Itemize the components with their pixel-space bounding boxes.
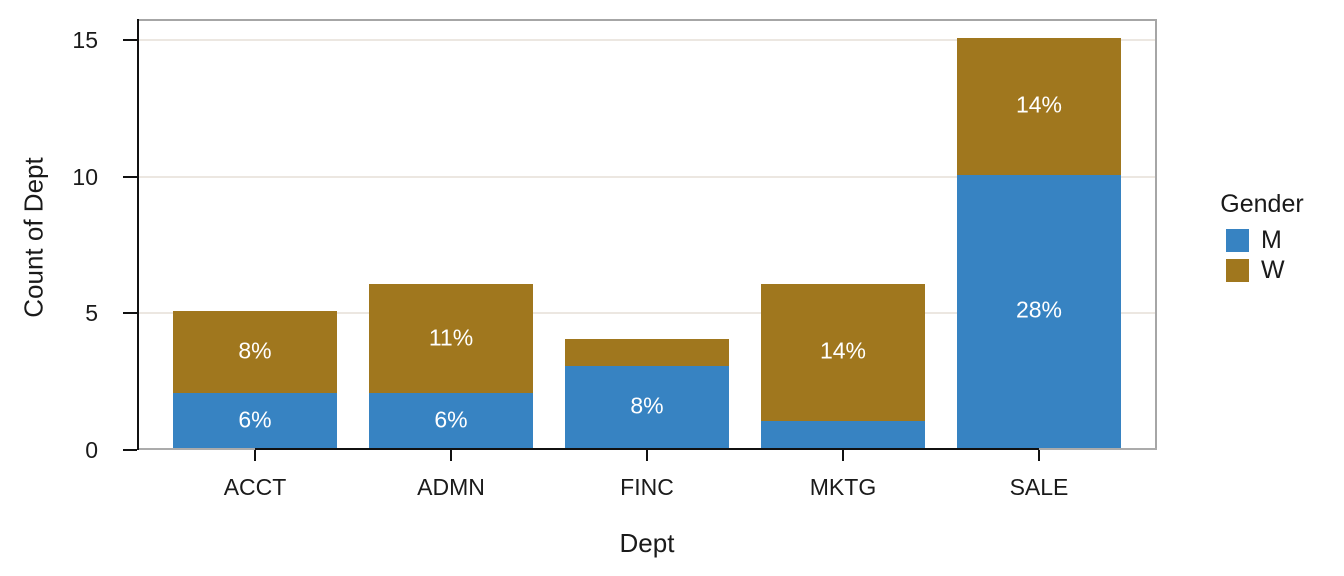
legend-item-M: M	[1226, 226, 1312, 254]
gridline-5	[137, 312, 1157, 315]
x-tick-label-SALE: SALE	[1009, 474, 1069, 500]
legend-swatch-M	[1226, 229, 1249, 252]
bar-label-FINC-M: 8%	[630, 392, 664, 419]
x-tick-ACCT	[254, 450, 256, 461]
bar-segment-FINC-M: 8%	[565, 366, 729, 448]
x-tick-ADMN	[450, 450, 452, 461]
x-tick-MKTG	[842, 450, 844, 461]
bar-label-MKTG-W: 14%	[819, 337, 867, 364]
bar-segment-ACCT-W: 8%	[173, 311, 337, 394]
gridline-15	[137, 39, 1157, 42]
bar-segment-ADMN-W: 11%	[369, 284, 533, 394]
x-axis-line	[255, 448, 1039, 450]
bar-label-ACCT-M: 6%	[238, 406, 272, 433]
bar-label-SALE-M: 28%	[1015, 296, 1063, 323]
bar-segment-SALE-M: 28%	[957, 174, 1121, 448]
bar-segment-FINC-W	[565, 338, 729, 367]
legend-swatch-W	[1226, 259, 1249, 282]
panel-border-right	[1155, 19, 1157, 450]
bar-segment-MKTG-M	[761, 420, 925, 448]
y-axis-line	[137, 19, 139, 450]
y-tick-0	[123, 449, 137, 451]
y-tick-label-0: 0	[85, 437, 98, 463]
x-axis-title: Dept	[619, 528, 675, 558]
gridline-10	[137, 175, 1157, 178]
legend-title: Gender	[1220, 190, 1304, 218]
x-tick-SALE	[1038, 450, 1040, 461]
x-tick-label-ADMN: ADMN	[417, 474, 485, 500]
bar-ACCT: 6% 8%	[173, 311, 337, 448]
bar-segment-SALE-W: 14%	[957, 38, 1121, 175]
y-tick-label-5: 5	[85, 300, 98, 327]
legend-label-M: M	[1261, 226, 1282, 254]
bar-segment-ADMN-M: 6%	[369, 393, 533, 448]
x-tick-label-MKTG: MKTG	[809, 474, 877, 500]
bar-label-ADMN-M: 6%	[434, 406, 468, 433]
x-tick-FINC	[646, 450, 648, 461]
bar-ADMN: 6% 11%	[369, 284, 533, 448]
bar-label-SALE-W: 14%	[1015, 91, 1063, 118]
bar-SALE: 28% 14%	[957, 38, 1121, 448]
y-tick-5	[123, 312, 137, 315]
y-tick-10	[123, 175, 137, 178]
y-tick-15	[123, 39, 137, 42]
bar-label-ADMN-W: 11%	[428, 324, 474, 351]
y-tick-label-15: 15	[72, 27, 98, 54]
bar-MKTG: 14%	[761, 284, 925, 448]
bar-FINC: 8%	[565, 338, 729, 448]
plot-area: 6% 8% 6% 11% 8% 14% 28% 14%	[123, 19, 1157, 461]
x-tick-label-FINC: FINC	[620, 474, 674, 500]
bar-segment-MKTG-W: 14%	[761, 284, 925, 421]
panel-border-top	[137, 19, 1157, 21]
bar-label-ACCT-W: 8%	[238, 337, 272, 364]
y-tick-label-10: 10	[72, 163, 98, 190]
legend-item-W: W	[1226, 256, 1312, 284]
x-tick-label-ACCT: ACCT	[223, 474, 287, 500]
legend-label-W: W	[1261, 256, 1285, 284]
bar-segment-ACCT-M: 6%	[173, 393, 337, 448]
